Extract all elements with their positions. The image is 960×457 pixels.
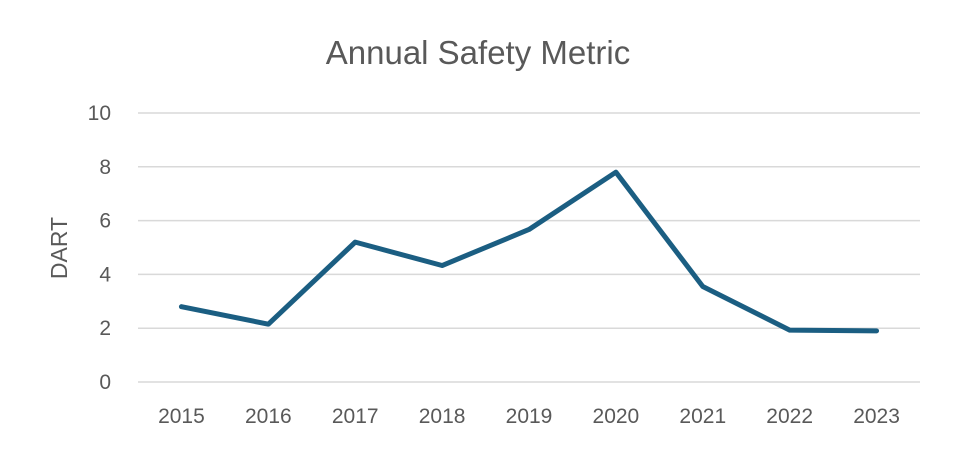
x-tick-label: 2018 xyxy=(419,405,466,428)
x-tick-label: 2022 xyxy=(766,405,813,428)
x-tick-label: 2021 xyxy=(679,405,726,428)
series-line-0 xyxy=(178,169,880,334)
x-tick-label: 2023 xyxy=(853,405,900,428)
x-tick-label: 2019 xyxy=(506,405,553,428)
x-tick-label: 2016 xyxy=(245,405,292,428)
x-tick-label: 2017 xyxy=(332,405,379,428)
y-axis-ticks: 0 2 4 6 8 10 xyxy=(88,102,112,394)
gridlines xyxy=(138,112,920,383)
y-tick-label: 8 xyxy=(99,156,111,179)
x-tick-label: 2015 xyxy=(158,405,205,428)
chart-title: Annual Safety Metric xyxy=(326,34,630,71)
y-tick-label: 10 xyxy=(88,102,111,125)
y-tick-label: 0 xyxy=(99,371,111,394)
y-tick-label: 6 xyxy=(99,210,111,233)
series-layer xyxy=(178,169,880,334)
y-axis-title: DART xyxy=(46,217,72,279)
x-tick-label: 2020 xyxy=(593,405,640,428)
y-tick-label: 4 xyxy=(99,263,111,286)
x-axis-ticks: 2015 2016 2017 2018 2019 2020 2021 2022 2023 xyxy=(158,405,900,428)
y-tick-label: 2 xyxy=(99,317,111,340)
